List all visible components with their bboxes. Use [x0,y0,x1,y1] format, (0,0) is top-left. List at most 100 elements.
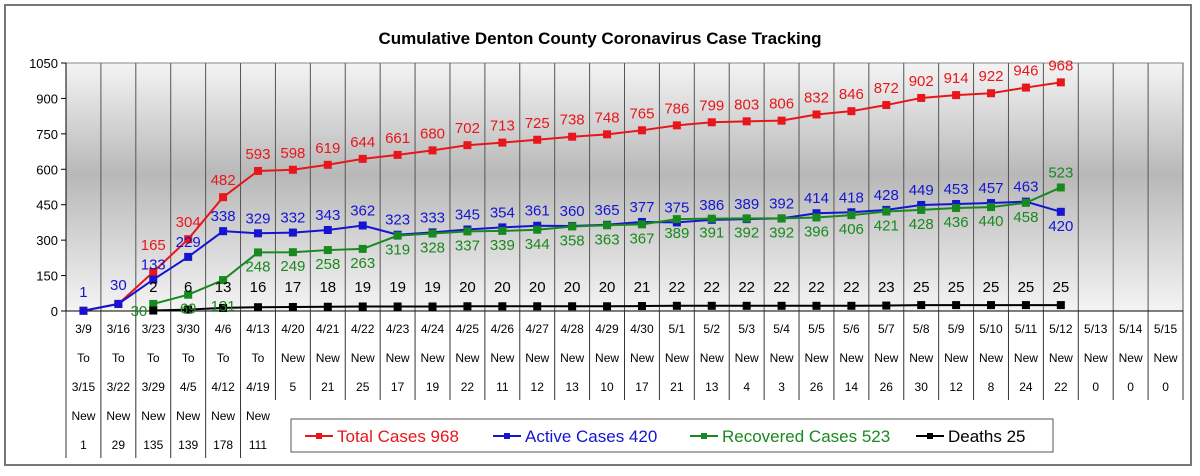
data-point [219,303,228,312]
data-point [253,166,262,175]
data-label: 396 [804,223,829,240]
data-point [603,130,612,139]
data-point [1056,207,1065,216]
category-label: 4/13 [246,322,270,336]
data-label: 22 [843,279,860,296]
data-point [253,303,262,312]
data-point [882,301,891,310]
data-point [672,121,681,130]
data-label: 19 [389,279,406,296]
data-label: 361 [525,203,550,220]
data-point [812,301,821,310]
data-label: 18 [319,279,336,296]
data-label: 20 [599,279,616,296]
data-point [149,275,158,284]
legend-marker [927,433,933,439]
data-label: 725 [525,115,550,132]
data-point [358,302,367,311]
category-label: New [1119,351,1143,365]
category-label: 26 [880,380,894,394]
category-label: 17 [635,380,649,394]
data-point [288,302,297,311]
category-label: New [421,351,445,365]
data-point [358,221,367,230]
category-label: New [1014,351,1038,365]
data-label: 304 [176,214,201,231]
data-point [952,204,961,213]
y-tick-label: 900 [36,91,58,106]
data-label: 765 [629,105,654,122]
category-label: 3/9 [75,322,92,336]
data-label: 799 [699,97,724,114]
category-label: 4/6 [215,322,232,336]
data-point [288,228,297,237]
data-label: 17 [285,279,302,296]
data-point [533,302,542,311]
data-point [882,101,891,110]
data-label: 922 [979,68,1004,85]
data-label: 680 [420,125,445,142]
data-point [847,301,856,310]
data-label: 363 [595,231,620,248]
data-label: 338 [211,208,236,225]
data-label: 332 [280,210,305,227]
y-tick-label: 450 [36,198,58,213]
category-label: 12 [949,380,963,394]
category-label: 8 [988,380,995,394]
category-label: 4/22 [351,322,375,336]
legend-label: Total Cases 968 [337,427,459,446]
legend-label: Active Cases 420 [525,427,657,446]
data-label: 418 [839,189,864,206]
data-point [812,110,821,119]
data-label: 20 [564,279,581,296]
data-label: 386 [699,197,724,214]
category-label: New [490,351,514,365]
data-point [847,107,856,116]
category-label: 29 [112,438,126,452]
data-point [79,306,88,315]
data-label: 358 [560,232,585,249]
legend-label: Deaths 25 [948,427,1026,446]
data-label: 344 [525,236,550,253]
data-label: 1 [79,284,87,301]
category-label: 0 [1127,380,1134,394]
data-point [917,301,926,310]
data-label: 661 [385,130,410,147]
category-label: 5/9 [948,322,965,336]
data-label: 345 [455,207,480,224]
data-label: 365 [595,202,620,219]
data-point [707,301,716,310]
data-point [288,165,297,174]
data-label: 806 [769,96,794,113]
data-label: 832 [804,89,829,106]
data-label: 229 [176,234,201,251]
y-tick-label: 600 [36,162,58,177]
category-label: 4 [743,380,750,394]
data-label: 968 [1048,57,1073,74]
category-label: 178 [213,438,233,452]
data-label: 13 [215,279,232,296]
data-point [428,146,437,155]
data-point [847,211,856,220]
data-label: 339 [490,237,515,254]
legend-marker [316,433,322,439]
category-label: 30 [915,380,929,394]
data-point [952,301,961,310]
category-label: New [665,351,689,365]
category-label: New [71,409,95,423]
category-label: New [525,351,549,365]
data-point [393,231,402,240]
category-label: 3/29 [142,380,166,394]
category-label: New [595,351,619,365]
category-label: 5/13 [1084,322,1108,336]
category-label: 5/6 [843,322,860,336]
category-label: To [252,351,265,365]
category-label: 4/21 [316,322,340,336]
data-label: 377 [629,199,654,216]
category-label: 5/8 [913,322,930,336]
category-label: New [1084,351,1108,365]
data-label: 453 [944,181,969,198]
data-label: 463 [1013,179,1038,196]
data-point [428,302,437,311]
